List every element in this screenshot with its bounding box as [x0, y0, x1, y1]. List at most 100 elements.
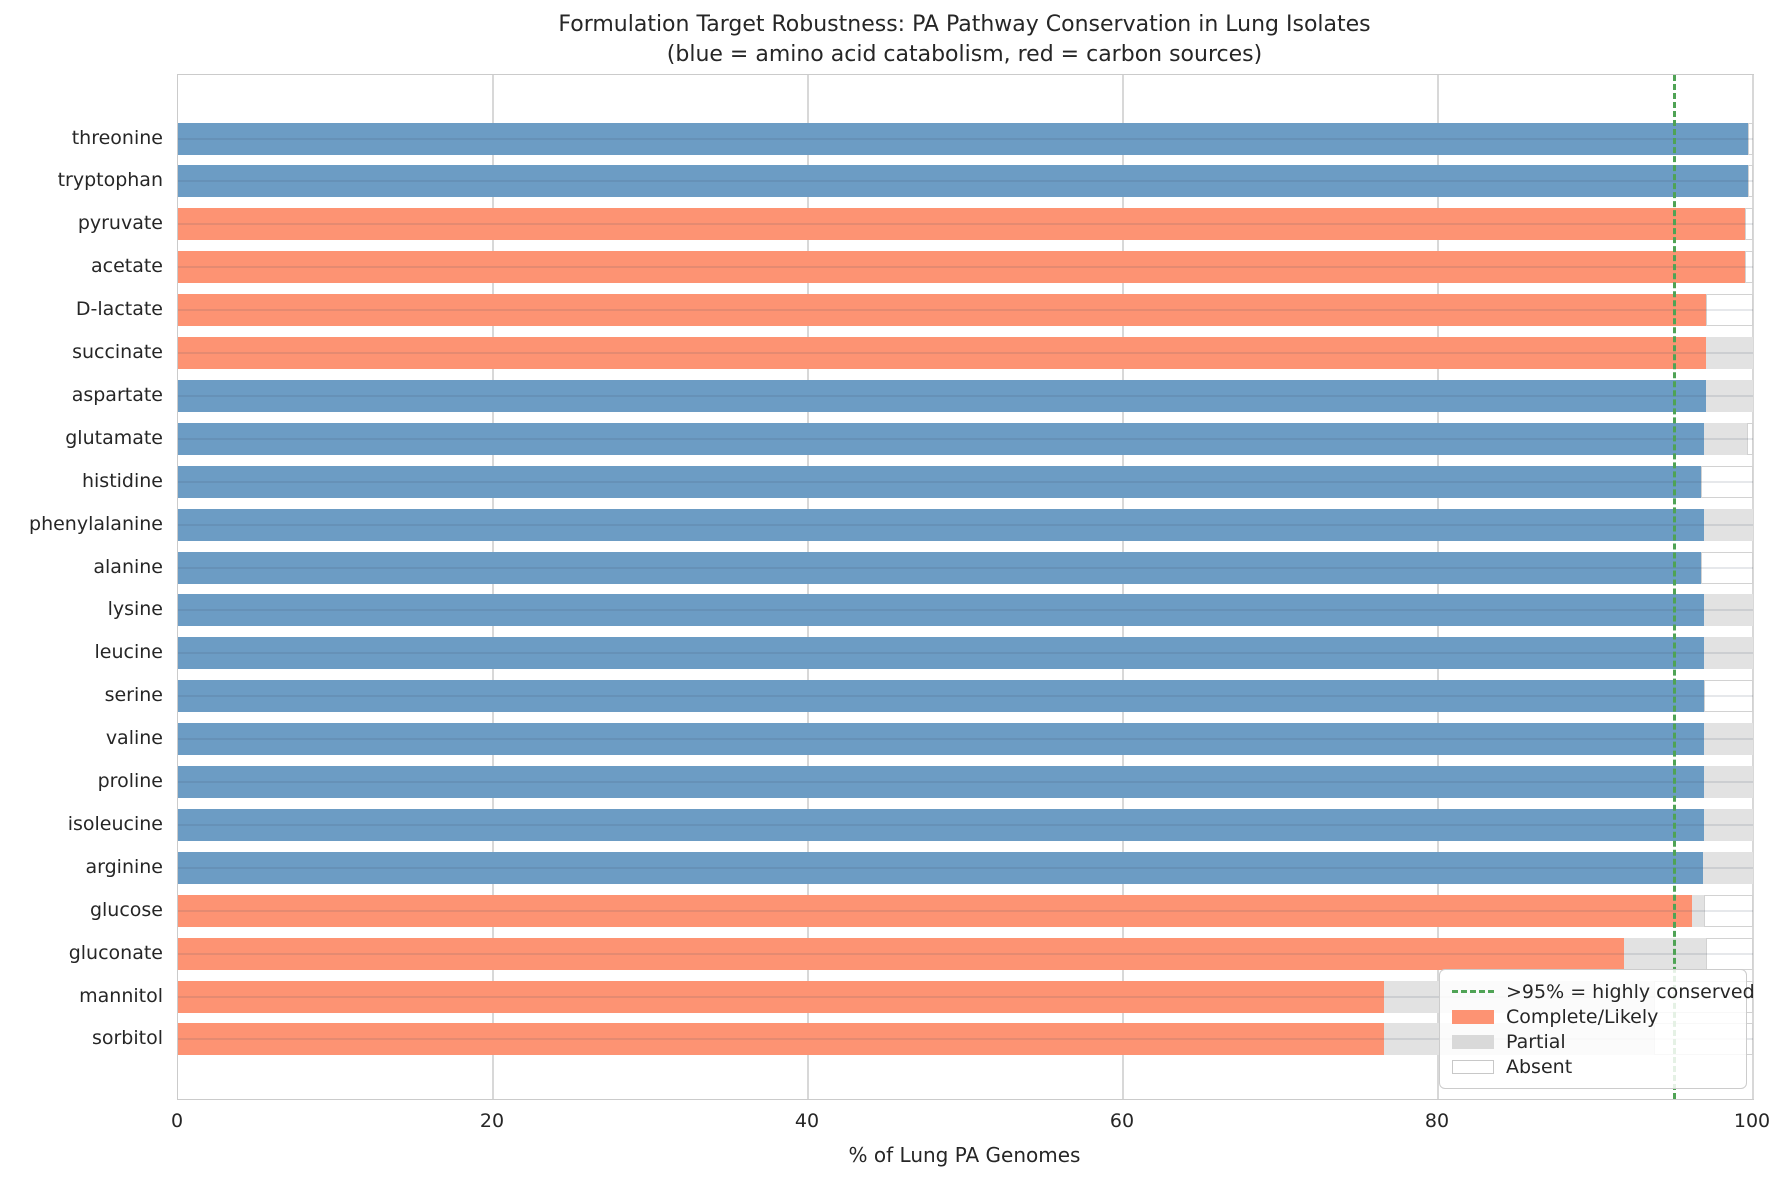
horizontal-gridline [178, 995, 1753, 998]
y-tick-label-histidine: histidine [81, 469, 163, 492]
horizontal-gridline [178, 137, 1753, 140]
legend-item: Complete/Likely [1452, 1004, 1734, 1029]
bar-row-glutamate [178, 422, 1753, 455]
segment-complete [178, 937, 1624, 970]
segment-absent [1745, 208, 1753, 241]
horizontal-gridline [178, 1038, 1753, 1041]
segment-partial [1704, 808, 1753, 841]
segment-complete [178, 851, 1703, 884]
segment-complete [178, 251, 1746, 284]
y-tick-label-pyruvate: pyruvate [77, 212, 163, 235]
segment-absent [1748, 165, 1753, 198]
vertical-gridline-40 [807, 75, 809, 1099]
segment-absent [1704, 894, 1753, 927]
horizontal-gridline [178, 437, 1753, 440]
x-tick-label-20: 20 [479, 1110, 505, 1132]
x-axis-label: % of Lung PA Genomes [848, 1143, 1081, 1167]
bar-row-acetate [178, 251, 1753, 284]
segment-complete [178, 294, 1706, 327]
segment-complete [178, 594, 1705, 627]
segment-absent [1745, 251, 1753, 284]
x-tick-label-40: 40 [794, 1110, 820, 1132]
segment-complete [178, 766, 1705, 798]
chart-title: Formulation Target Robustness: PA Pathwa… [558, 12, 1371, 37]
bar-row-glucose [178, 894, 1753, 927]
y-tick-label-acetate: acetate [90, 255, 163, 278]
plot-area: >95% = highly conserved Complete/Likely Pa… [177, 74, 1755, 1100]
legend-swatch-complete-likely [1452, 1009, 1494, 1024]
segment-partial [1705, 337, 1753, 369]
horizontal-gridline [178, 738, 1753, 741]
bar-row-threonine [178, 122, 1753, 155]
y-tick-label-valine: valine [105, 727, 163, 750]
y-tick-label-lysine: lysine [107, 598, 163, 621]
segment-partial [1704, 508, 1753, 541]
segment-complete [178, 723, 1705, 756]
segment-partial [1691, 894, 1705, 927]
bar-row-valine [178, 723, 1753, 756]
vertical-gridline-80 [1437, 75, 1439, 1099]
bar-row-D-lactate [178, 294, 1753, 327]
bar-row-serine [178, 680, 1753, 713]
legend-item: >95% = highly conserved [1452, 979, 1755, 1004]
y-tick-label-arginine: arginine [85, 855, 163, 878]
segment-complete [178, 337, 1706, 369]
legend-swatch-absent [1452, 1059, 1494, 1074]
y-tick-label-gluconate: gluconate [68, 941, 163, 964]
horizontal-gridline [178, 180, 1753, 183]
legend-item: Partial [1452, 1029, 1734, 1054]
y-tick-label-sorbitol: sorbitol [91, 1027, 163, 1050]
x-tick-label-100: 100 [1733, 1110, 1771, 1132]
legend-label: Partial [1506, 1030, 1566, 1053]
segment-complete [178, 165, 1749, 198]
segment-absent [1701, 465, 1753, 498]
segment-absent [1746, 422, 1753, 455]
segment-partial [1702, 851, 1753, 884]
bar-row-gluconate [178, 937, 1753, 970]
y-tick-label-threonine: threonine [71, 126, 163, 149]
bar-row-leucine [178, 637, 1753, 670]
y-tick-label-proline: proline [97, 770, 163, 792]
segment-complete [178, 208, 1746, 241]
vertical-gridline-20 [492, 75, 494, 1099]
segment-complete [178, 379, 1706, 412]
legend-label: >95% = highly conserved [1506, 980, 1755, 1003]
bar-row-proline [178, 766, 1753, 798]
vertical-gridline-100 [1752, 75, 1754, 1099]
y-tick-label-glucose: glucose [89, 898, 163, 921]
segment-absent [1705, 294, 1753, 327]
legend-item: Absent [1452, 1054, 1734, 1079]
horizontal-gridline [178, 909, 1753, 912]
horizontal-gridline [178, 866, 1753, 869]
x-tick-label-80: 80 [1424, 1110, 1450, 1132]
y-tick-label-D-lactate: D-lactate [75, 298, 163, 321]
bar-row-histidine [178, 465, 1753, 498]
bar-row-pyruvate [178, 208, 1753, 241]
segment-complete [178, 680, 1705, 713]
segment-partial [1704, 766, 1753, 798]
horizontal-gridline [178, 695, 1753, 698]
segment-absent [1704, 680, 1753, 713]
y-tick-label-aspartate: aspartate [71, 383, 163, 406]
horizontal-gridline [178, 952, 1753, 955]
y-tick-label-isoleucine: isoleucine [67, 812, 163, 835]
y-tick-label-phenylalanine: phenylalanine [29, 512, 163, 535]
bar-row-phenylalanine [178, 508, 1753, 541]
legend-label: Complete/Likely [1506, 1005, 1659, 1028]
segment-complete [178, 1023, 1385, 1056]
horizontal-gridline [178, 781, 1753, 783]
segment-complete [178, 894, 1692, 927]
bar-row-alanine [178, 551, 1753, 584]
horizontal-gridline [178, 480, 1753, 483]
bar-row-lysine [178, 594, 1753, 627]
horizontal-gridline [178, 523, 1753, 526]
y-tick-label-glutamate: glutamate [65, 426, 163, 449]
legend-dashed-line-sample [1452, 990, 1494, 993]
segment-complete [178, 980, 1385, 1013]
segment-partial [1704, 422, 1747, 455]
segment-absent [1748, 122, 1753, 155]
y-tick-label-succinate: succinate [72, 341, 163, 363]
segment-complete [178, 422, 1705, 455]
horizontal-gridline [178, 652, 1753, 655]
